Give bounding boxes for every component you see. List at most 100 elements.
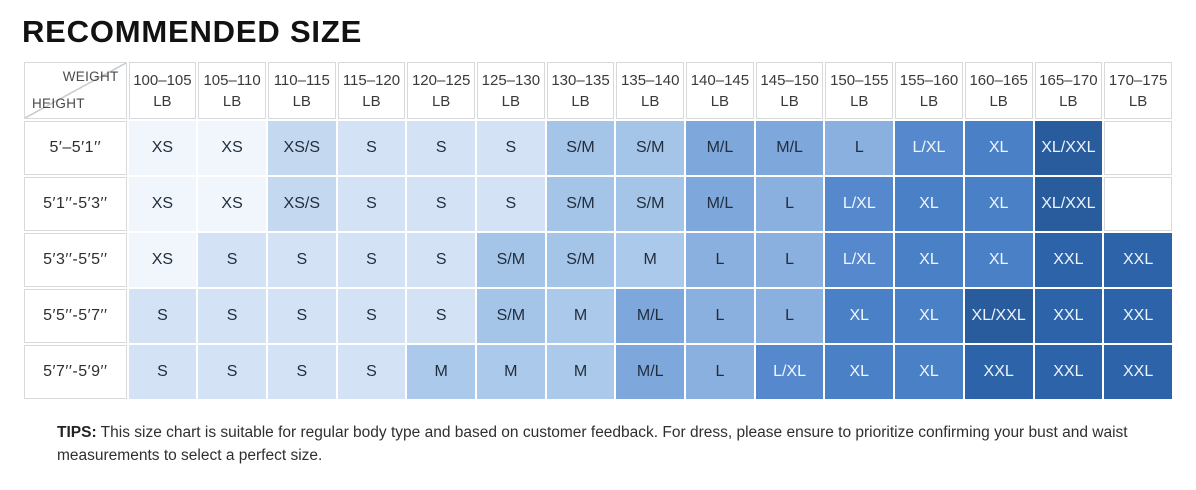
size-cell: S: [407, 177, 475, 231]
size-cell: XS/S: [267, 177, 336, 231]
weight-range-header: 165–170 LB: [1034, 62, 1103, 119]
size-cell: M: [407, 345, 475, 399]
size-cell: M/L: [616, 289, 685, 343]
size-cell: M/L: [755, 121, 824, 175]
size-cell: L: [686, 345, 754, 399]
size-cell: L/XL: [825, 233, 894, 287]
size-cell: S/M: [477, 289, 545, 343]
empty-cell: [1104, 121, 1172, 175]
size-cell: XL/XXL: [964, 289, 1033, 343]
size-cell: XXL: [964, 345, 1033, 399]
size-row: 5′–5′1′′ XS XS XS/S S S S S/M S/M M/L M/L L L/XL XL XL…: [24, 121, 1172, 175]
size-row: 5′3′′-5′5′′ XS S S S S S/M S/M M L L L/XL XL XL XXL XXL: [24, 233, 1172, 287]
size-cell: S: [407, 289, 475, 343]
size-cell: S: [267, 289, 336, 343]
size-cell: XS: [198, 121, 266, 175]
size-cell: S: [337, 233, 406, 287]
size-cell: S: [407, 121, 475, 175]
size-cell: XXL: [1034, 233, 1103, 287]
corner-axis-cell: WEIGHT HEIGHT: [24, 62, 127, 119]
size-row: 5′5′′-5′7′′ S S S S S S/M M M/L L L XL XL XL/XXL XXL XX…: [24, 289, 1172, 343]
weight-range-header: 115–120 LB: [337, 62, 406, 119]
size-cell: XS: [128, 121, 197, 175]
size-cell: L: [755, 289, 824, 343]
weight-range-header: 155–160 LB: [895, 62, 963, 119]
weight-range-header: 100–105 LB: [128, 62, 197, 119]
size-cell: M/L: [686, 177, 754, 231]
size-cell: XL: [825, 289, 894, 343]
weight-range-header: 170–175 LB: [1104, 62, 1172, 119]
size-cell: S: [337, 345, 406, 399]
size-chart-table: WEIGHT HEIGHT 100–105 LB 105–110 LB 110–115 L…: [22, 60, 1174, 401]
size-cell: XL: [964, 121, 1033, 175]
size-cell: S/M: [616, 177, 685, 231]
weight-range-header: 105–110 LB: [198, 62, 266, 119]
size-cell: S: [198, 233, 266, 287]
size-cell: L/XL: [755, 345, 824, 399]
empty-cell: [1104, 177, 1172, 231]
size-cell: XL: [895, 177, 963, 231]
size-cell: L/XL: [825, 177, 894, 231]
height-range-label: 5′1′′-5′3′′: [24, 177, 127, 231]
size-cell: XXL: [1034, 345, 1103, 399]
size-cell: L: [755, 233, 824, 287]
size-cell: XL: [825, 345, 894, 399]
weight-range-header: 160–165 LB: [964, 62, 1033, 119]
size-cell: S/M: [546, 121, 615, 175]
size-cell: M: [616, 233, 685, 287]
size-cell: L: [686, 289, 754, 343]
size-cell: S: [128, 289, 197, 343]
tips-text: This size chart is suitable for regular …: [57, 424, 1128, 465]
page-title: RECOMMENDED SIZE: [22, 14, 363, 49]
weight-range-header: 130–135 LB: [546, 62, 615, 119]
size-cell: L: [755, 177, 824, 231]
size-cell: XL: [964, 233, 1033, 287]
weight-range-header: 145–150 LB: [755, 62, 824, 119]
size-cell: XL: [964, 177, 1033, 231]
size-cell: S: [198, 345, 266, 399]
height-axis-label: HEIGHT: [32, 96, 85, 111]
size-cell: L: [686, 233, 754, 287]
size-row: 5′7′′-5′9′′ S S S S M M M M/L L L/XL XL XL XXL XXL XXL: [24, 345, 1172, 399]
height-range-label: 5′5′′-5′7′′: [24, 289, 127, 343]
tips-note: TIPS: This size chart is suitable for re…: [57, 421, 1147, 468]
size-cell: S: [407, 233, 475, 287]
size-cell: XXL: [1104, 345, 1172, 399]
size-cell: S/M: [546, 233, 615, 287]
size-cell: S: [128, 345, 197, 399]
weight-range-header: 140–145 LB: [686, 62, 754, 119]
size-cell: XL/XXL: [1034, 121, 1103, 175]
size-cell: XXL: [1034, 289, 1103, 343]
size-cell: XL: [895, 345, 963, 399]
size-cell: S: [477, 121, 545, 175]
size-cell: S: [337, 289, 406, 343]
height-range-label: 5′7′′-5′9′′: [24, 345, 127, 399]
size-cell: XS: [128, 233, 197, 287]
weight-range-header: 125–130 LB: [477, 62, 545, 119]
size-cell: XXL: [1104, 233, 1172, 287]
size-cell: XL: [895, 289, 963, 343]
size-cell: XS: [198, 177, 266, 231]
diagonal-divider: [25, 63, 126, 118]
size-cell: XL/XXL: [1034, 177, 1103, 231]
size-cell: XS: [128, 177, 197, 231]
size-cell: S: [337, 121, 406, 175]
size-cell: S: [267, 233, 336, 287]
size-cell: L: [825, 121, 894, 175]
weight-range-header: 120–125 LB: [407, 62, 475, 119]
height-range-label: 5′3′′-5′5′′: [24, 233, 127, 287]
size-cell: S: [337, 177, 406, 231]
size-cell: M/L: [686, 121, 754, 175]
weight-range-header: 135–140 LB: [616, 62, 685, 119]
weight-range-header: 110–115 LB: [267, 62, 336, 119]
weight-axis-label: WEIGHT: [62, 69, 119, 84]
size-cell: M/L: [616, 345, 685, 399]
size-cell: S: [267, 345, 336, 399]
size-cell: XL: [895, 233, 963, 287]
height-range-label: 5′–5′1′′: [24, 121, 127, 175]
size-cell: S/M: [616, 121, 685, 175]
size-cell: S/M: [477, 233, 545, 287]
size-cell: M: [546, 345, 615, 399]
weight-range-header: 150–155 LB: [825, 62, 894, 119]
